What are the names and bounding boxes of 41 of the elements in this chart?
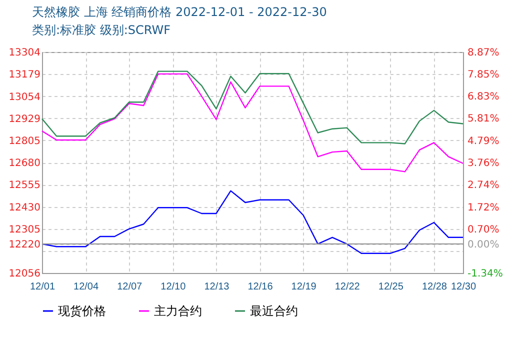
line-series	[41, 73, 464, 172]
legend-label: 主力合约	[154, 304, 202, 318]
x-tick-label: 12/01	[30, 282, 56, 292]
y2-tick-label: -1.34%	[468, 268, 503, 280]
y-tick-label: 12056	[8, 268, 40, 280]
y2-tick-label: 6.83%	[468, 92, 500, 103]
x-tick-label: 12/04	[74, 282, 99, 292]
y-tick-label: 12805	[8, 136, 40, 147]
y-tick-label: 12929	[8, 114, 40, 125]
line-series	[41, 190, 464, 254]
x-tick-label: 12/25	[378, 282, 404, 292]
x-tick-label: 12/28	[422, 282, 448, 292]
x-tick-label: 12/16	[248, 282, 274, 292]
y-tick-label: 12555	[8, 180, 40, 192]
y-tick-label: 13179	[8, 70, 40, 81]
y2-tick-label: 4.79%	[468, 136, 500, 147]
y2-tick-label: 3.76%	[468, 158, 500, 170]
y2-tick-label: 1.72%	[468, 202, 500, 214]
x-tick-label: 12/13	[204, 282, 230, 292]
y2-tick-label: 7.85%	[468, 70, 500, 81]
y-tick-label: 12305	[8, 224, 40, 236]
y2-tick-label: 2.74%	[468, 180, 500, 192]
x-tick-label: 12/07	[117, 282, 143, 292]
y-tick-label: 12430	[8, 202, 40, 214]
y2-tick-label: 5.81%	[468, 114, 500, 125]
x-tick-label: 12/10	[160, 282, 186, 292]
y2-tick-label: 0.70%	[468, 224, 500, 236]
x-tick-label: 12/19	[291, 282, 317, 292]
y-tick-label: 12220	[8, 239, 40, 250]
legend-label: 现货价格	[58, 304, 106, 318]
y-tick-label: 12680	[8, 158, 40, 169]
y-tick-label: 13304	[8, 48, 40, 58]
y2-tick-label: 8.87%	[468, 48, 500, 58]
chart-subtitle: 类别:标准胶 级别:SCRWF	[32, 23, 171, 37]
y-tick-label: 13054	[8, 92, 40, 103]
x-tick-label: 12/22	[334, 282, 360, 292]
legend-label: 最近合约	[250, 304, 298, 318]
x-tick-label: 12/30	[450, 282, 476, 292]
line-series	[41, 70, 464, 144]
y2-tick-label: 0.00%	[468, 239, 500, 250]
chart-title: 天然橡胶 上海 经销商价格 2022-12-01 - 2022-12-30	[32, 5, 327, 19]
